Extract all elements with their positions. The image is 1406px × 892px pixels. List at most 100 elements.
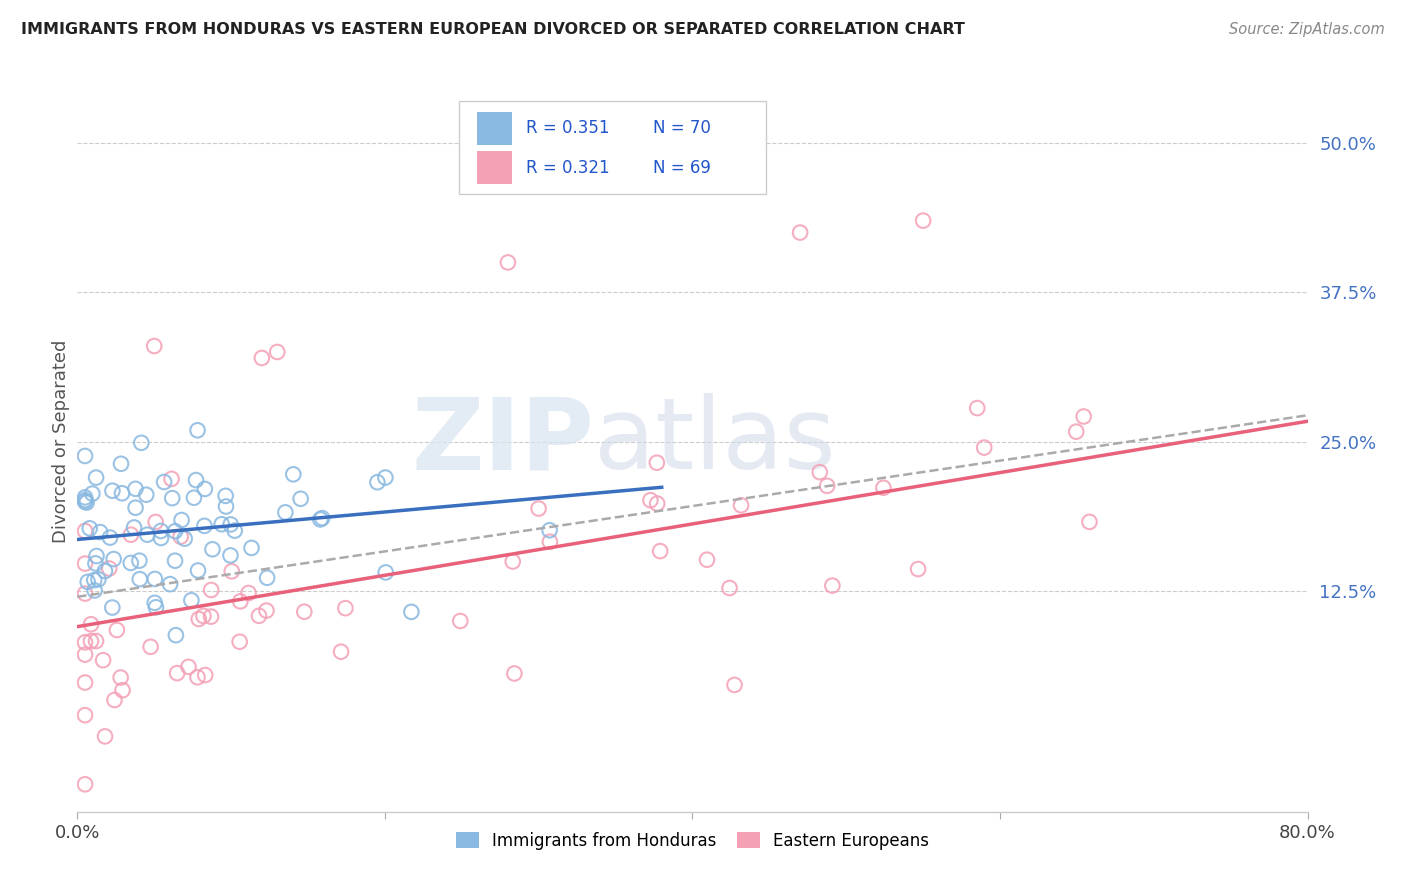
Legend: Immigrants from Honduras, Eastern Europeans: Immigrants from Honduras, Eastern Europe…: [449, 825, 936, 856]
Point: [240, 541, 263, 555]
Point: [98, 561, 121, 575]
Point: [143, 596, 166, 610]
Point: [187, 612, 209, 626]
Point: [124, 482, 146, 496]
Text: Source: ZipAtlas.com: Source: ZipAtlas.com: [1229, 22, 1385, 37]
Point: [449, 614, 471, 628]
Point: [214, 489, 236, 503]
Point: [110, 671, 132, 685]
Point: [82, 486, 104, 500]
Point: [73, 493, 96, 508]
Point: [160, 491, 183, 505]
Point: [143, 572, 166, 586]
Point: [73, 524, 96, 538]
Point: [211, 517, 233, 532]
Point: [912, 213, 935, 227]
Point: [538, 534, 561, 549]
Point: [290, 491, 312, 506]
Point: [73, 491, 96, 505]
Point: [177, 660, 200, 674]
Point: [139, 640, 162, 654]
Point: [266, 345, 288, 359]
Point: [193, 608, 215, 623]
Point: [135, 488, 157, 502]
Point: [103, 693, 125, 707]
Point: [219, 517, 242, 532]
Point: [1078, 515, 1101, 529]
Point: [170, 513, 193, 527]
Point: [201, 542, 224, 557]
Point: [94, 730, 117, 744]
Point: [153, 475, 176, 489]
Point: [73, 708, 96, 723]
Point: [184, 473, 207, 487]
Point: [815, 479, 838, 493]
Point: [76, 495, 98, 509]
Text: N = 70: N = 70: [654, 120, 711, 137]
FancyBboxPatch shape: [458, 101, 766, 194]
Point: [111, 486, 134, 500]
Point: [821, 578, 844, 592]
Point: [73, 675, 96, 690]
Point: [696, 552, 718, 566]
Point: [124, 500, 146, 515]
Point: [527, 501, 550, 516]
Point: [215, 500, 238, 514]
Point: [718, 581, 741, 595]
Point: [503, 666, 526, 681]
Point: [292, 605, 315, 619]
Point: [193, 519, 215, 533]
Point: [1064, 425, 1087, 439]
Point: [80, 617, 103, 632]
Point: [200, 609, 222, 624]
Point: [650, 544, 672, 558]
Point: [180, 593, 202, 607]
Point: [200, 582, 222, 597]
Point: [311, 511, 333, 525]
Point: [170, 530, 193, 544]
Point: [94, 564, 117, 578]
Point: [101, 600, 124, 615]
Point: [640, 493, 662, 508]
Point: [73, 635, 96, 649]
Text: IMMIGRANTS FROM HONDURAS VS EASTERN EUROPEAN DIVORCED OR SEPARATED CORRELATION C: IMMIGRANTS FROM HONDURAS VS EASTERN EURO…: [21, 22, 965, 37]
Point: [872, 481, 894, 495]
Point: [250, 351, 273, 365]
Point: [309, 512, 332, 526]
Point: [730, 498, 752, 512]
Text: R = 0.321: R = 0.321: [526, 159, 610, 177]
Point: [86, 549, 108, 563]
FancyBboxPatch shape: [477, 112, 512, 145]
Point: [143, 339, 166, 353]
Point: [1073, 409, 1095, 424]
Point: [274, 505, 297, 519]
Point: [73, 494, 96, 508]
Point: [76, 574, 98, 589]
Point: [238, 586, 260, 600]
Point: [645, 456, 668, 470]
Point: [160, 472, 183, 486]
Text: R = 0.351: R = 0.351: [526, 120, 610, 137]
Point: [194, 668, 217, 682]
Point: [84, 557, 107, 571]
Point: [401, 605, 423, 619]
Point: [374, 566, 396, 580]
Point: [83, 573, 105, 587]
Point: [219, 549, 242, 563]
Point: [183, 491, 205, 505]
Point: [907, 562, 929, 576]
Point: [120, 556, 142, 570]
Point: [502, 555, 524, 569]
Point: [128, 572, 150, 586]
Point: [131, 435, 153, 450]
Point: [221, 564, 243, 578]
Point: [73, 586, 96, 600]
Point: [91, 653, 114, 667]
Point: [186, 670, 208, 684]
Point: [120, 527, 142, 541]
Point: [723, 678, 745, 692]
Point: [187, 423, 209, 437]
Y-axis label: Divorced or Separated: Divorced or Separated: [52, 340, 70, 543]
Point: [173, 532, 195, 546]
Point: [80, 634, 103, 648]
